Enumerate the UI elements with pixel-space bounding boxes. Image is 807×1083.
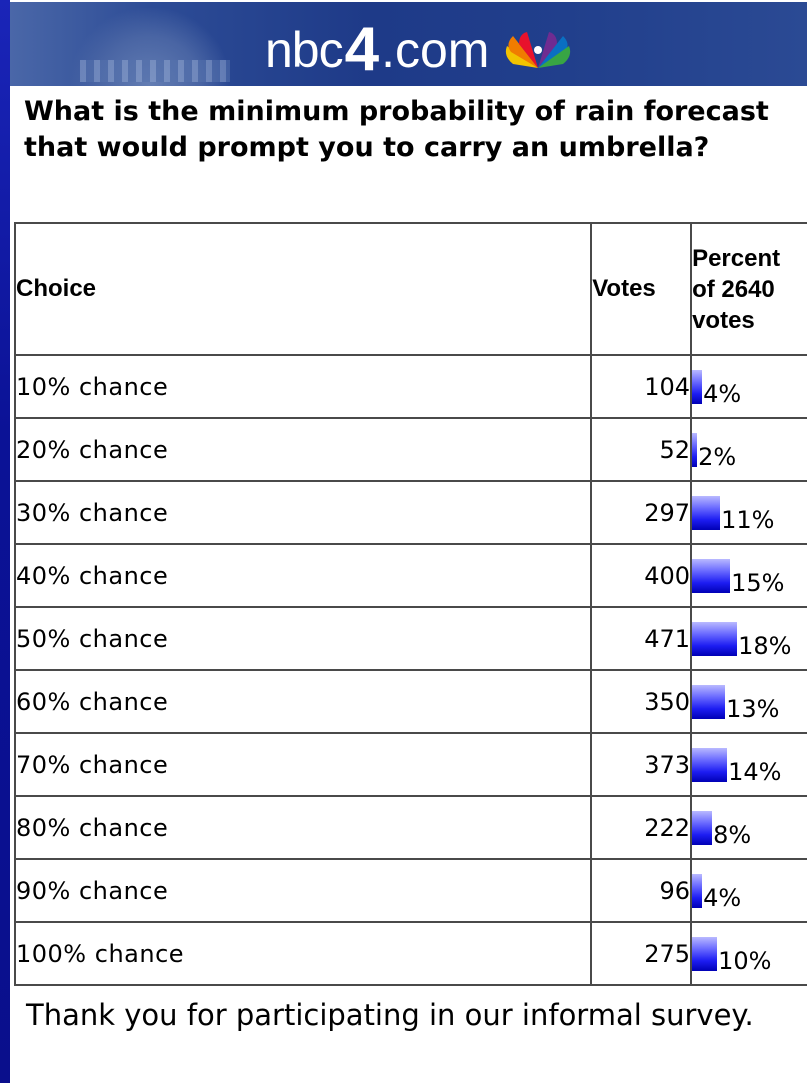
votes-cell: 400 — [590, 543, 693, 608]
percent-bar-track — [692, 369, 703, 404]
table-row: 10% chance 104 4% — [13, 354, 807, 419]
poll-question: What is the minimum probability of rain … — [24, 96, 769, 163]
choice-cell: 20% chance — [13, 417, 593, 482]
percent-label: 15% — [731, 568, 785, 597]
choice-cell: 70% chance — [13, 732, 593, 797]
votes-cell: 104 — [590, 354, 693, 419]
votes-cell: 350 — [590, 669, 693, 734]
poll-card: What is the minimum probability of rain … — [10, 86, 807, 1083]
percent-bar-track — [692, 558, 731, 593]
percent-cell: 2% — [690, 417, 807, 482]
table-row: 30% chance 297 11% — [13, 480, 807, 545]
percent-bar — [692, 810, 713, 845]
table-row: 80% chance 222 8% — [13, 795, 807, 860]
votes-cell: 222 — [590, 795, 693, 860]
percent-label: 18% — [738, 631, 792, 660]
votes-column-header: Votes — [590, 222, 693, 356]
percent-bar-track — [692, 495, 721, 530]
votes-cell: 373 — [590, 732, 693, 797]
choice-cell: 80% chance — [13, 795, 593, 860]
percent-label: 13% — [726, 694, 780, 723]
percent-bar-track — [692, 432, 698, 467]
percent-bar — [692, 432, 698, 467]
percent-header-line3: votes — [692, 306, 755, 334]
percent-bar — [692, 936, 718, 971]
percent-cell: 4% — [690, 858, 807, 923]
percent-label: 11% — [721, 505, 775, 534]
percent-bar-track — [692, 684, 726, 719]
percent-bar — [692, 873, 703, 908]
thank-you-message: Thank you for participating in our infor… — [26, 998, 754, 1032]
logo-prefix: nbc — [265, 22, 344, 78]
percent-bar — [692, 495, 721, 530]
percent-label: 2% — [698, 442, 737, 471]
percent-cell: 10% — [690, 921, 807, 986]
table-header-row: Choice Votes Percent of 2640 votes — [13, 222, 807, 356]
results-table: Choice Votes Percent of 2640 votes 10% c… — [13, 222, 807, 986]
percent-cell: 15% — [690, 543, 807, 608]
choice-cell: 40% chance — [13, 543, 593, 608]
capitol-columns — [80, 60, 230, 82]
percent-cell: 18% — [690, 606, 807, 671]
percent-label: 4% — [703, 379, 742, 408]
table-row: 20% chance 52 2% — [13, 417, 807, 482]
percent-bar — [692, 621, 738, 656]
votes-cell: 96 — [590, 858, 693, 923]
votes-cell: 52 — [590, 417, 693, 482]
percent-header-line1: Percent — [692, 244, 781, 272]
percent-column-header: Percent of 2640 votes — [690, 222, 807, 356]
percent-bar — [692, 747, 728, 782]
choice-column-header: Choice — [13, 222, 593, 356]
choice-cell: 30% chance — [13, 480, 593, 545]
table-row: 50% chance 471 18% — [13, 606, 807, 671]
choice-cell: 50% chance — [13, 606, 593, 671]
percent-bar-track — [692, 810, 713, 845]
table-row: 70% chance 373 14% — [13, 732, 807, 797]
choice-cell: 90% chance — [13, 858, 593, 923]
percent-label: 14% — [728, 757, 782, 786]
percent-bar — [692, 369, 703, 404]
percent-bar-track — [692, 936, 718, 971]
table-row: 40% chance 400 15% — [13, 543, 807, 608]
table-row: 90% chance 96 4% — [13, 858, 807, 923]
percent-label: 10% — [718, 946, 772, 975]
votes-cell: 297 — [590, 480, 693, 545]
percent-bar — [692, 558, 731, 593]
percent-cell: 14% — [690, 732, 807, 797]
table-row: 100% chance 275 10% — [13, 921, 807, 986]
percent-cell: 13% — [690, 669, 807, 734]
percent-cell: 8% — [690, 795, 807, 860]
logo-number: 4 — [344, 15, 380, 84]
choice-cell: 60% chance — [13, 669, 593, 734]
percent-cell: 11% — [690, 480, 807, 545]
site-logo[interactable]: nbc 4 .com — [265, 15, 577, 84]
logo-suffix: .com — [381, 22, 490, 78]
percent-bar — [692, 684, 726, 719]
choice-cell: 10% chance — [13, 354, 593, 419]
votes-cell: 471 — [590, 606, 693, 671]
percent-label: 4% — [703, 883, 742, 912]
table-row: 60% chance 350 13% — [13, 669, 807, 734]
site-banner: nbc 4 .com — [10, 0, 807, 86]
choice-cell: 100% chance — [13, 921, 593, 986]
peacock-icon — [506, 32, 571, 68]
votes-cell: 275 — [590, 921, 693, 986]
percent-label: 8% — [713, 820, 752, 849]
percent-bar-track — [692, 747, 728, 782]
percent-header-line2: of 2640 — [692, 275, 775, 303]
percent-bar-track — [692, 873, 703, 908]
percent-cell: 4% — [690, 354, 807, 419]
percent-bar-track — [692, 621, 738, 656]
